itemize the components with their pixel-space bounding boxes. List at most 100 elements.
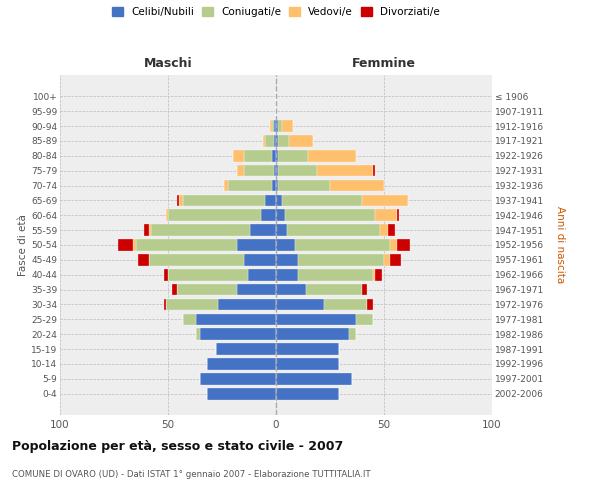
Bar: [176, 284, 237, 296]
Bar: [384, 254, 391, 266]
Text: Femmine: Femmine: [352, 57, 416, 70]
Bar: [356, 314, 373, 325]
Bar: [229, 180, 272, 192]
Bar: [138, 254, 149, 266]
Bar: [397, 210, 399, 221]
Bar: [172, 284, 176, 296]
Bar: [224, 180, 229, 192]
Bar: [373, 269, 376, 280]
Bar: [274, 120, 276, 132]
Bar: [151, 224, 250, 236]
Bar: [276, 298, 323, 310]
Bar: [330, 180, 384, 192]
Bar: [276, 388, 338, 400]
Bar: [274, 135, 276, 146]
Text: Maschi: Maschi: [143, 57, 193, 70]
Bar: [179, 194, 183, 206]
Bar: [118, 239, 133, 251]
Bar: [276, 344, 338, 355]
Y-axis label: Anni di nascita: Anni di nascita: [555, 206, 565, 284]
Bar: [133, 239, 136, 251]
Bar: [183, 314, 196, 325]
Bar: [276, 165, 278, 176]
Bar: [237, 239, 276, 251]
Bar: [265, 135, 274, 146]
Bar: [362, 284, 367, 296]
Bar: [168, 210, 261, 221]
Bar: [196, 328, 200, 340]
Bar: [149, 254, 244, 266]
Bar: [276, 120, 278, 132]
Bar: [233, 150, 244, 162]
Bar: [284, 210, 376, 221]
Bar: [272, 150, 276, 162]
Bar: [237, 284, 276, 296]
Bar: [276, 269, 298, 280]
Bar: [272, 120, 274, 132]
Bar: [276, 194, 283, 206]
Bar: [263, 135, 265, 146]
Bar: [164, 269, 168, 280]
Bar: [317, 165, 373, 176]
Bar: [278, 120, 283, 132]
Bar: [276, 328, 349, 340]
Bar: [244, 150, 272, 162]
Bar: [237, 165, 244, 176]
Bar: [298, 254, 384, 266]
Bar: [276, 254, 298, 266]
Bar: [183, 194, 265, 206]
Bar: [276, 314, 356, 325]
Bar: [278, 150, 308, 162]
Bar: [287, 224, 380, 236]
Bar: [196, 314, 276, 325]
Bar: [376, 210, 397, 221]
Bar: [144, 224, 149, 236]
Bar: [306, 284, 362, 296]
Bar: [373, 165, 376, 176]
Legend: Celibi/Nubili, Coniugati/e, Vedovi/e, Divorziati/e: Celibi/Nubili, Coniugati/e, Vedovi/e, Di…: [110, 5, 442, 20]
Bar: [362, 194, 408, 206]
Bar: [207, 358, 276, 370]
Bar: [367, 298, 373, 310]
Bar: [276, 224, 287, 236]
Bar: [308, 150, 356, 162]
Bar: [265, 194, 276, 206]
Bar: [391, 239, 397, 251]
Bar: [380, 224, 388, 236]
Bar: [276, 284, 306, 296]
Bar: [276, 358, 338, 370]
Bar: [200, 328, 276, 340]
Bar: [244, 254, 276, 266]
Bar: [295, 239, 391, 251]
Bar: [218, 298, 276, 310]
Bar: [376, 269, 382, 280]
Bar: [276, 150, 278, 162]
Bar: [164, 298, 166, 310]
Bar: [261, 210, 276, 221]
Bar: [149, 224, 151, 236]
Bar: [166, 210, 168, 221]
Y-axis label: Fasce di età: Fasce di età: [18, 214, 28, 276]
Bar: [283, 120, 293, 132]
Bar: [166, 298, 218, 310]
Bar: [289, 135, 313, 146]
Bar: [136, 239, 237, 251]
Bar: [276, 180, 278, 192]
Bar: [278, 180, 330, 192]
Bar: [276, 135, 278, 146]
Bar: [276, 239, 295, 251]
Bar: [283, 194, 362, 206]
Bar: [278, 165, 317, 176]
Bar: [278, 135, 289, 146]
Bar: [168, 269, 248, 280]
Bar: [349, 328, 356, 340]
Bar: [388, 224, 395, 236]
Bar: [215, 344, 276, 355]
Bar: [323, 298, 367, 310]
Bar: [200, 373, 276, 384]
Bar: [269, 120, 272, 132]
Text: COMUNE DI OVARO (UD) - Dati ISTAT 1° gennaio 2007 - Elaborazione TUTTITALIA.IT: COMUNE DI OVARO (UD) - Dati ISTAT 1° gen…: [12, 470, 371, 479]
Bar: [176, 194, 179, 206]
Bar: [397, 239, 410, 251]
Bar: [248, 269, 276, 280]
